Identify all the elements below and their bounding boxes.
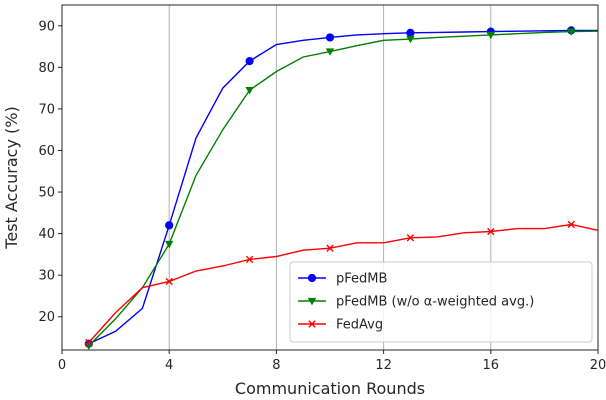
series-2 (85, 220, 599, 347)
ticks-layer: 0 4 8 12 16 20 20 30 40 50 60 70 80 90 (38, 19, 606, 373)
y-tick-label: 70 (38, 102, 55, 117)
legend-marker (307, 297, 317, 306)
series-1-point (165, 240, 174, 249)
series-0-point (165, 221, 174, 230)
x-tick-label: 20 (590, 358, 606, 373)
series-0-point (406, 28, 415, 37)
legend-marker (307, 273, 317, 283)
series-0-line (88, 29, 598, 345)
legend-label: FedAvg (336, 318, 383, 333)
y-axis-label: Test Accuracy (%) (2, 106, 21, 249)
series-0-point (245, 57, 254, 66)
legend-entry-1: pFedMB (w/o α-weighted avg.) (298, 295, 534, 310)
series-2-point (85, 338, 93, 347)
series-1-point (245, 87, 254, 95)
y-tick-label: 80 (38, 61, 55, 76)
series-0-point (325, 33, 335, 42)
series-1-point (486, 31, 495, 40)
legend-entry-2: FedAvg (298, 318, 383, 333)
series-2-point (406, 234, 415, 242)
legend-marker (308, 320, 316, 328)
legend-label: pFedMB (336, 272, 387, 287)
x-tick-label: 8 (272, 358, 280, 373)
series-1-line (88, 30, 599, 347)
legend-label: pFedMB (w/o α-weighted avg.) (336, 295, 534, 310)
x-tick-label: 12 (375, 358, 392, 373)
y-tick-label: 50 (38, 186, 55, 201)
y-tick-label: 60 (38, 144, 55, 159)
x-tick-label: 4 (165, 358, 173, 373)
series-2-line (88, 223, 599, 343)
y-tick-label: 40 (38, 227, 55, 242)
legend-entry-0: pFedMB (298, 272, 387, 287)
series-layer (84, 26, 599, 351)
series-2-point (567, 220, 575, 229)
x-tick-label: 16 (483, 358, 500, 373)
series-2-point (326, 244, 334, 252)
series-2-point (165, 277, 173, 286)
series-1 (84, 28, 599, 351)
legend: pFedMB pFedMB (w/o α-weighted avg.) FedAvg (289, 261, 593, 343)
legend-box (289, 261, 593, 343)
y-tick-label: 90 (38, 19, 55, 34)
x-tick-label: 0 (58, 358, 66, 373)
series-2-point (245, 255, 254, 264)
series-2-point (487, 227, 495, 236)
y-tick-label: 20 (38, 310, 55, 325)
series-1-point (325, 48, 335, 56)
series-1-point (406, 35, 415, 44)
series-1-point (567, 28, 576, 36)
y-tick-label: 30 (38, 269, 55, 284)
x-axis-label: Communication Rounds (235, 379, 425, 398)
plot-frame (61, 4, 599, 351)
